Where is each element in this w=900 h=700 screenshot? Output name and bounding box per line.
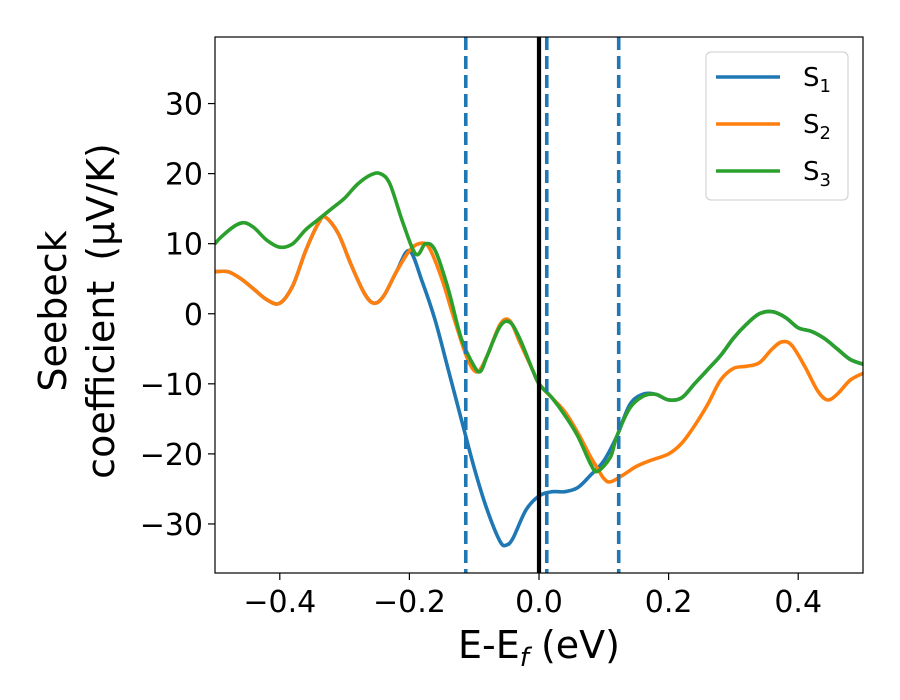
reference-lines bbox=[463, 37, 621, 573]
y-tick-label: −10 bbox=[140, 368, 203, 403]
x-axis-title-unit: (eV) bbox=[529, 623, 620, 667]
y-axis-ticks: −30 −20 −10 0 10 20 30 bbox=[140, 88, 215, 543]
x-tick-label: 0.2 bbox=[645, 585, 693, 620]
x-tick-label: 0.4 bbox=[774, 585, 822, 620]
legend-entries: S1 S2 S3 bbox=[716, 63, 831, 191]
plot-content bbox=[215, 37, 863, 573]
series-lines bbox=[215, 171, 863, 548]
x-tick-label: −0.2 bbox=[373, 585, 446, 620]
legend-label-s1: S1 bbox=[803, 63, 831, 97]
legend-label-s2: S2 bbox=[803, 110, 831, 144]
y-axis-title-word: coefficient bbox=[79, 281, 123, 479]
y-tick-label: −20 bbox=[140, 438, 203, 473]
x-axis-title: E-Ef (eV) bbox=[458, 623, 620, 673]
x-tick-label: −0.4 bbox=[243, 585, 316, 620]
y-tick-label: −30 bbox=[140, 508, 203, 543]
legend-box bbox=[705, 51, 849, 201]
x-tick-label: 0.0 bbox=[515, 585, 563, 620]
y-tick-label: 0 bbox=[184, 298, 203, 333]
series-line-s3 bbox=[215, 171, 863, 474]
y-axis-title-unit: (μV/K) bbox=[79, 143, 123, 261]
x-axis-ticks: −0.4 −0.2 0.0 0.2 0.4 bbox=[243, 573, 822, 620]
y-tick-label: 10 bbox=[165, 228, 203, 263]
legend: S1 S2 S3 bbox=[705, 51, 849, 201]
legend-label-s3: S3 bbox=[803, 157, 831, 191]
y-tick-label: 30 bbox=[165, 88, 203, 123]
y-axis-title-line1: Seebeck bbox=[31, 230, 75, 391]
x-axis-title-main: E-E bbox=[458, 623, 520, 667]
y-axis-title-line2: coefficient (μV/K) bbox=[79, 143, 123, 479]
y-tick-label: 20 bbox=[165, 158, 203, 193]
